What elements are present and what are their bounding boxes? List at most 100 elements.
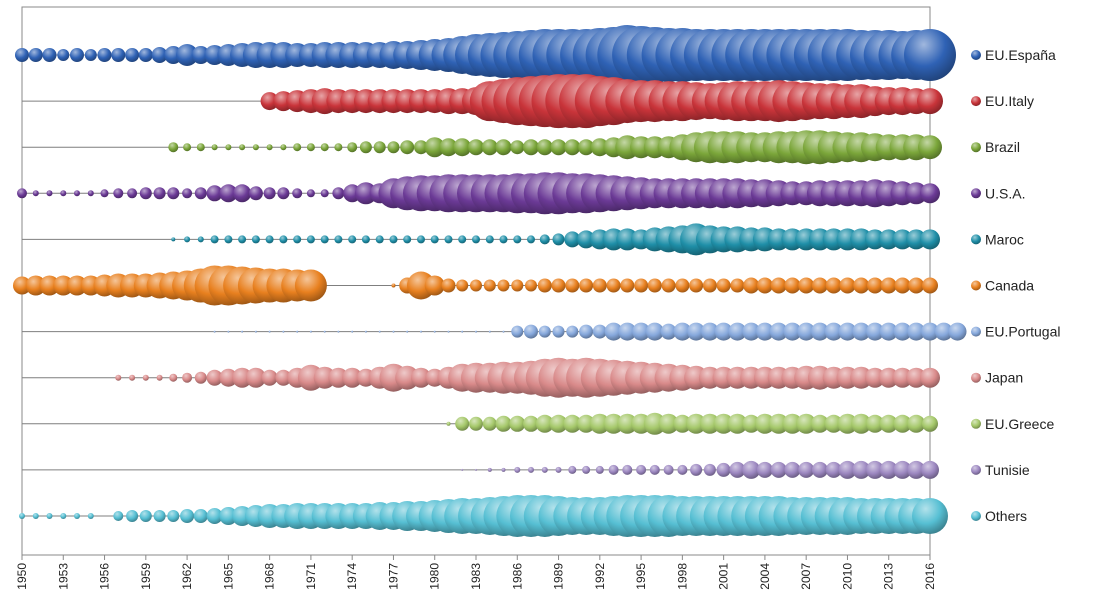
x-tick-label: 1968 — [263, 563, 277, 590]
x-tick-label: 2001 — [717, 563, 731, 590]
bubble — [537, 278, 552, 293]
bubble — [282, 330, 285, 333]
bubble — [456, 279, 469, 292]
bubble — [797, 322, 816, 341]
bubble — [677, 464, 688, 475]
legend-item: EU.Italy — [971, 93, 1034, 109]
bubble — [632, 322, 651, 341]
bubble — [755, 322, 774, 341]
bubble — [347, 142, 358, 153]
bubble — [617, 413, 638, 434]
bubble — [592, 324, 607, 339]
legend-marker — [971, 418, 981, 429]
bubble — [852, 322, 871, 341]
bubble — [578, 139, 595, 156]
bubble — [743, 277, 760, 294]
bubble — [332, 187, 345, 200]
bubble — [687, 322, 706, 341]
bubble — [907, 414, 926, 433]
bubble — [206, 185, 223, 202]
bubble — [293, 235, 302, 244]
bubble — [513, 235, 522, 244]
legend-item: Tunisie — [971, 462, 1030, 478]
bubble — [810, 414, 829, 433]
bubble — [824, 322, 843, 341]
bubble — [510, 140, 525, 155]
bubble — [342, 367, 363, 388]
bubble — [608, 464, 619, 475]
legend-label: Japan — [985, 370, 1023, 386]
bubble — [252, 144, 259, 151]
bubble — [552, 233, 565, 246]
bubble — [768, 413, 789, 434]
bubble — [472, 235, 480, 244]
bubble — [675, 278, 690, 293]
bubble — [57, 49, 70, 61]
bubble — [180, 509, 195, 523]
bubble — [495, 415, 512, 432]
bubble — [414, 140, 428, 155]
legend-item: Brazil — [971, 139, 1020, 155]
legend-label: Maroc — [985, 231, 1024, 247]
bubble — [233, 184, 252, 203]
bubble — [461, 330, 464, 333]
bubble — [541, 466, 548, 473]
bubble — [636, 464, 647, 475]
bubble — [917, 88, 943, 115]
legend-label: Brazil — [985, 139, 1020, 155]
bubble — [74, 513, 80, 519]
bubble — [13, 276, 31, 295]
bubble — [730, 278, 745, 293]
bubble — [690, 463, 703, 476]
x-tick-label: 1971 — [304, 563, 318, 590]
bubble — [266, 144, 273, 151]
x-tick-label: 1965 — [221, 563, 235, 590]
bubble — [552, 325, 565, 338]
bubble — [502, 330, 505, 333]
bubble — [536, 139, 553, 156]
bubble — [219, 507, 238, 525]
bubble — [87, 190, 94, 197]
bubble — [918, 135, 942, 160]
bubble — [260, 92, 279, 111]
series-rows — [13, 25, 967, 537]
bubble — [713, 413, 734, 434]
bubble — [577, 230, 596, 249]
bubble — [129, 374, 136, 381]
bubble — [239, 144, 246, 151]
bubble — [539, 234, 550, 245]
series-EU.Italy — [22, 74, 943, 129]
bubble — [716, 462, 731, 477]
bubble — [824, 414, 843, 433]
bubble — [138, 48, 153, 62]
bubble — [238, 235, 247, 244]
bubble — [211, 144, 218, 151]
bubble — [810, 322, 829, 341]
bubble — [527, 235, 535, 244]
bubble — [603, 413, 624, 434]
legend-item: EU.Portugal — [971, 324, 1060, 340]
x-tick-label: 2016 — [923, 563, 937, 590]
bubble — [852, 460, 871, 479]
bubble — [811, 461, 828, 478]
bubble — [825, 277, 842, 294]
bubble — [563, 414, 582, 433]
bubble — [756, 461, 773, 478]
bubble — [420, 330, 422, 333]
bubble — [265, 235, 274, 244]
bubble — [618, 322, 637, 341]
x-tick-label: 2004 — [758, 563, 772, 590]
bubble — [577, 414, 596, 433]
legend-marker — [971, 142, 981, 153]
series-Others — [19, 495, 948, 537]
bubble — [351, 330, 354, 333]
bubble — [879, 322, 898, 341]
bubble — [770, 461, 787, 478]
bubble — [661, 278, 676, 293]
bubble — [920, 183, 940, 204]
bubble — [699, 413, 720, 434]
bubble — [523, 139, 539, 156]
bubble — [60, 190, 67, 197]
bubble — [497, 279, 510, 292]
bubble — [811, 277, 828, 294]
